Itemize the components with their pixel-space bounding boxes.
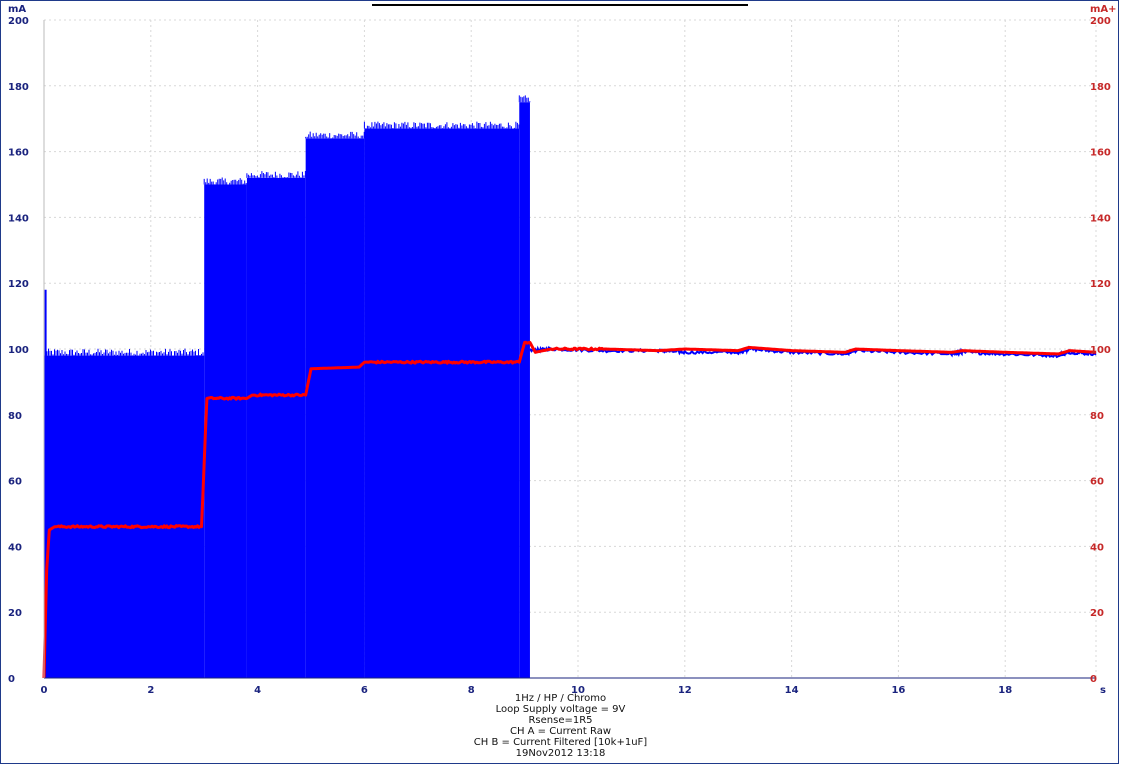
series-a-band <box>364 128 520 678</box>
y-right-tick-label: 60 <box>1090 477 1104 488</box>
series-a-band <box>44 355 205 678</box>
series-a-noise <box>363 121 520 129</box>
y-right-tick-label: 80 <box>1090 411 1104 422</box>
series-a-noise <box>43 348 204 356</box>
x-tick-label: 16 <box>891 685 905 696</box>
caption-line-1: 1Hz / HP / Chromo <box>514 693 607 704</box>
y-right-tick-label: 200 <box>1090 16 1111 27</box>
x-tick-label: 8 <box>468 685 475 696</box>
y-left-tick-label: 80 <box>8 411 22 422</box>
series-a-noise <box>246 171 306 178</box>
series-current-raw <box>43 95 1097 679</box>
y-left-tick-label: 140 <box>8 213 29 224</box>
x-tick-label: 14 <box>785 685 799 696</box>
y-left-tick-label: 180 <box>8 82 29 93</box>
y-left-tick-label: 160 <box>8 148 29 159</box>
y-left-tick-label: 20 <box>8 608 22 619</box>
series-a-band <box>204 184 247 678</box>
y-left-tick-label: 200 <box>8 16 29 27</box>
caption-line-2: Loop Supply voltage = 9V <box>495 704 626 715</box>
y-left-tick-label: 120 <box>8 279 29 290</box>
series-a-noise <box>518 95 531 103</box>
y-right-tick-label: 180 <box>1090 82 1111 93</box>
x-tick-label: 6 <box>361 685 368 696</box>
x-tick-label: 4 <box>254 685 261 696</box>
series-a-band <box>305 138 365 678</box>
x-unit-label: s <box>1100 685 1106 696</box>
x-tick-label: 0 <box>41 685 48 696</box>
top-title-bar <box>372 0 748 6</box>
y-left-tick-label: 60 <box>8 477 22 488</box>
y-right-tick-label: 140 <box>1090 213 1111 224</box>
y-left-tick-label: 40 <box>8 542 22 553</box>
series-current-filtered <box>42 340 1097 679</box>
caption-line-3: Rsense=1R5 <box>528 715 593 726</box>
series-a-noise <box>203 177 247 185</box>
x-tick-label: 10 <box>571 685 585 696</box>
axes <box>43 20 1096 679</box>
series-a-band <box>246 177 306 679</box>
x-tick-label: 12 <box>678 685 692 696</box>
caption-line-6: 19Nov2012 13:18 <box>515 748 606 759</box>
y-right-tick-label: 120 <box>1090 279 1111 290</box>
y-left-tick-label: 100 <box>8 345 29 356</box>
y-right-tick-label: 100 <box>1090 345 1111 356</box>
y-right-tick-label: 0 <box>1090 674 1097 685</box>
x-tick-label: 18 <box>998 685 1012 696</box>
y-left-tick-label: 0 <box>8 674 15 685</box>
y-right-tick-label: 160 <box>1090 148 1111 159</box>
caption-line-4: CH A = Current Raw <box>509 726 612 737</box>
y-right-unit-label: mA+ <box>1090 4 1117 15</box>
series-b-line <box>42 340 1097 679</box>
series-a-band <box>519 102 530 678</box>
y-right-tick-label: 40 <box>1090 542 1104 553</box>
x-tick-label: 2 <box>147 685 154 696</box>
caption-line-5: CH B = Current Filtered [10k+1uF] <box>473 737 648 748</box>
y-right-tick-label: 20 <box>1090 608 1104 619</box>
y-left-unit-label: mA <box>8 4 26 15</box>
series-a-noise <box>305 131 365 139</box>
